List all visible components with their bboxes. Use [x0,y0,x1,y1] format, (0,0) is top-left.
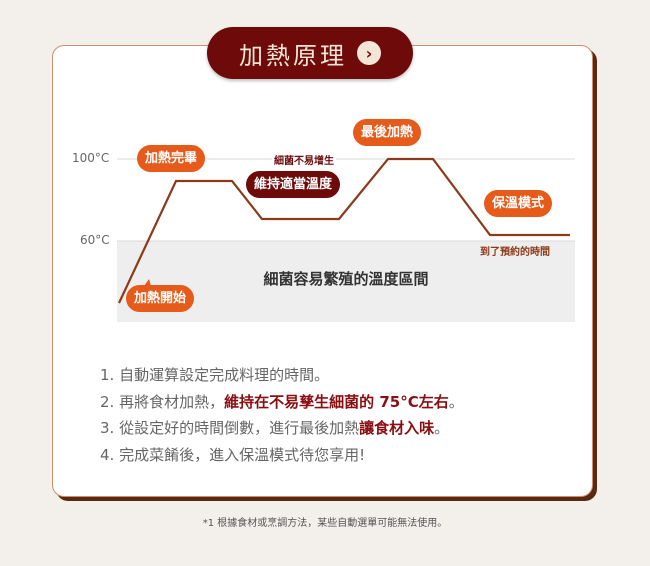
title-pill: 加熱原理 › [207,27,413,79]
note-time-reached: 到了預約的時間 [480,247,550,258]
axis-label-100: 100°C [72,151,110,165]
axis-label-60: 60°C [80,233,110,247]
step-highlight: 維持在不易孳生細菌的 75°C左右 [224,392,449,411]
step-text: 完成菜餚後，進入保溫模式待您享用! [119,445,366,464]
step-item: 2. 再將食材加熱，維持在不易孳生細菌的 75°C左右。 [100,389,464,416]
bacteria-zone [117,241,575,322]
footnote: *1 根據食材或烹調方法，某些自動選單可能無法使用。 [202,518,448,529]
step-number: 1. [100,366,115,384]
zone-label: 細菌容易繁殖的溫度區間 [263,270,429,288]
step-number: 3. [100,419,115,437]
temperature-curve [118,157,570,304]
step-highlight: 讓食材入味 [359,419,435,437]
bubble-maintain: 維持適當溫度 [246,171,341,198]
step-text: 再將食材加熱， [119,392,225,411]
step-text: 自動運算設定完成料理的時間。 [119,366,330,384]
step-item: 1. 自動運算設定完成料理的時間。 [100,362,464,389]
step-number: 2. [100,392,115,411]
step-item: 4. 完成菜餚後，進入保溫模式待您享用! [100,442,464,469]
bubble-keep-warm: 保溫模式 [484,190,553,217]
step-tail: 。 [434,419,450,437]
step-text: 從設定好的時間倒數，進行最後加熱 [119,419,360,437]
page-title: 加熱原理 [239,41,347,70]
bubble-heating-done: 加熱完畢 [137,145,206,172]
steps-list: 1. 自動運算設定完成料理的時間。 2. 再將食材加熱，維持在不易孳生細菌的 7… [100,362,464,468]
step-number: 4. [100,445,115,464]
bubble-final-heat: 最後加熱 [353,119,422,146]
note-no-growth: 細菌不易增生 [272,152,336,167]
step-item: 3. 從設定好的時間倒數，進行最後加熱讓食材入味。 [100,415,464,442]
step-tail: 。 [448,392,464,411]
bubble-heating-start: 加熱開始 [126,279,195,312]
chevron-right-circle-icon: › [357,41,381,65]
